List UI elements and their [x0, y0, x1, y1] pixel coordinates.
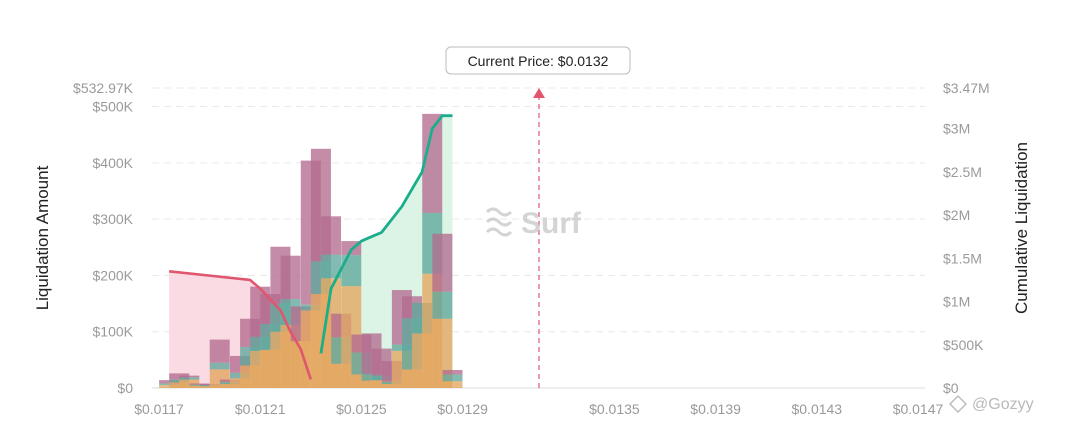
y-top-label: $532.97K — [73, 80, 134, 96]
bar-segment-top — [321, 216, 342, 255]
x-tick-label: $0.0121 — [235, 401, 286, 417]
x-tick-label: $0.0147 — [893, 401, 944, 417]
y2-tick-label: $0 — [943, 380, 959, 396]
bar-segment-bottom — [179, 379, 200, 388]
bar-segment-middle — [391, 344, 412, 351]
x-tick-label: $0.0125 — [336, 401, 387, 417]
bar-segment-middle — [371, 375, 392, 381]
corner-watermark-text: @Gozyy — [972, 396, 1034, 413]
axes: $0 $100K $200K $300K $400K $500K $532.97K $0 $50… — [33, 80, 1031, 417]
bar-segment-bottom — [219, 384, 240, 388]
current-price-tooltip: Current Price: $0.0132 — [445, 46, 631, 75]
watermark-logo: Surf — [485, 207, 582, 240]
bar-segment-middle — [300, 304, 321, 311]
y2-tick-label: $500K — [943, 337, 984, 353]
y-axis-title: Liquidation Amount — [33, 165, 52, 310]
y-tick-label: $300K — [93, 211, 134, 227]
y-tick-label: $0 — [117, 380, 133, 396]
cumulative-lines — [168, 114, 453, 380]
y2-tick-label: $3M — [943, 121, 970, 137]
bar-segment-middle — [341, 255, 362, 287]
y2-tick-label: $1.5M — [943, 250, 982, 266]
brand-mark-icon — [948, 394, 968, 414]
bar-segment-top — [189, 383, 210, 385]
y2-top-label: $3.47M — [943, 80, 990, 96]
bar-segment-top — [422, 113, 443, 213]
corner-watermark: @Gozyy — [948, 394, 1034, 414]
bar-segment-top — [209, 339, 230, 363]
bar-segment-top — [432, 233, 453, 292]
y-tick-label: $500K — [93, 99, 134, 115]
bar-segment-middle — [179, 377, 200, 380]
y2-tick-label: $2.5M — [943, 164, 982, 180]
bar-segment-middle — [189, 384, 210, 386]
current-price-arrow-icon — [533, 88, 545, 98]
x-tick-label: $0.0135 — [589, 401, 640, 417]
y-tick-label: $100K — [93, 324, 134, 340]
bar-segment-middle — [229, 372, 250, 379]
bar-segment-top — [199, 384, 220, 386]
tooltip-box — [445, 46, 631, 75]
tooltip-label: Current Price: $0.0132 — [468, 53, 609, 69]
bar-segment-middle — [361, 373, 382, 381]
x-tick-label: $0.0129 — [437, 401, 488, 417]
bar-segment-top — [179, 375, 200, 378]
y-tick-label: $200K — [93, 267, 134, 283]
y-tick-label: $400K — [93, 155, 134, 171]
bar-segment-bottom — [199, 386, 220, 388]
bar-segment-middle — [209, 362, 230, 370]
y2-tick-label: $2M — [943, 207, 970, 223]
bar-segment-bottom — [381, 384, 402, 388]
bar-segment-bottom — [189, 385, 210, 388]
short-cumulative-line — [168, 269, 313, 380]
bar-segment-middle — [381, 381, 402, 385]
x-tick-label: $0.0117 — [134, 401, 184, 417]
long-cumulative-line — [319, 114, 453, 354]
y2-axis-title: Cumulative Liquidation — [1012, 142, 1031, 314]
bar-segment-top — [159, 380, 180, 384]
bar-segment-middle — [442, 374, 463, 382]
bar-segment-middle — [159, 383, 180, 386]
watermark-text: Surf — [521, 207, 582, 240]
bar-segment-top — [280, 255, 301, 300]
bar-segment-middle — [321, 254, 342, 279]
bar-segment-middle — [169, 379, 190, 383]
bar-segment-bottom — [442, 381, 463, 388]
x-tick-label: $0.0143 — [791, 401, 842, 417]
bar-segment-middle — [199, 385, 220, 387]
surf-wave-icon — [485, 207, 513, 237]
current-price-marker — [533, 88, 545, 388]
y2-tick-label: $1M — [943, 294, 970, 310]
bar-segment-top — [169, 373, 190, 380]
bar-segment-top — [219, 379, 240, 382]
bar-segment-middle — [432, 291, 453, 319]
bar-segment-bottom — [361, 380, 382, 388]
bar-segment-middle — [219, 381, 240, 385]
bar-segment-bottom — [169, 382, 190, 388]
x-tick-label: $0.0139 — [690, 401, 741, 417]
bar-segment-bottom — [159, 385, 180, 388]
bar-segment-top — [442, 369, 463, 375]
bar-segment-bottom — [371, 380, 392, 388]
bar-segment-bottom — [229, 378, 250, 388]
